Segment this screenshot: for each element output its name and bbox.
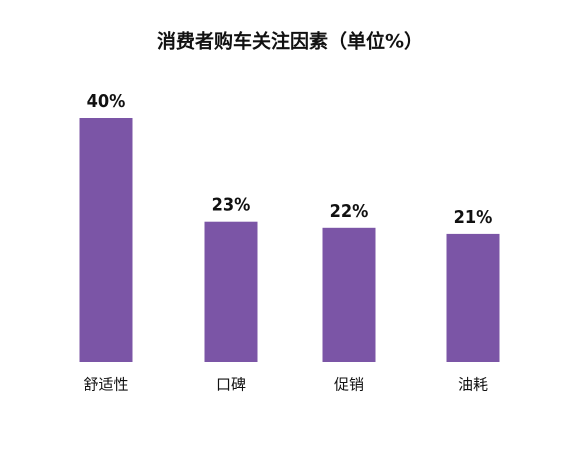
- x-tick-label: 促销: [334, 376, 364, 394]
- bar: [79, 118, 133, 362]
- bar: [322, 227, 376, 362]
- value-label: 40%: [87, 91, 126, 112]
- value-label: 22%: [330, 201, 369, 222]
- x-tick-label: 油耗: [458, 376, 488, 394]
- value-label: 23%: [212, 195, 251, 216]
- x-tick-label: 口碑: [216, 376, 246, 394]
- chart-title: 消费者购车关注因素（单位%）: [157, 30, 423, 53]
- x-tick-label: 舒适性: [83, 376, 128, 394]
- bar: [204, 221, 258, 362]
- value-label: 21%: [454, 207, 493, 228]
- bar: [446, 233, 500, 362]
